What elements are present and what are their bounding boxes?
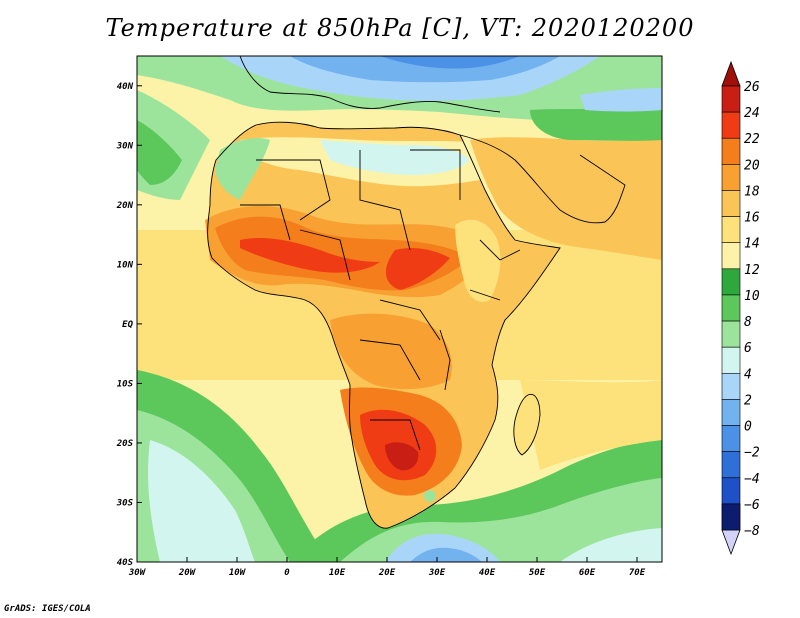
colorbar-swatch [721,137,741,165]
colorbar-label: 12 [744,263,760,278]
colorbar-swatch [721,85,741,113]
colorbar-label: 4 [744,367,752,382]
colorbar-label: 8 [744,315,752,330]
colorbar-top-arrow [721,60,741,87]
colorbar-label: 6 [744,341,752,356]
lat-tick-label: 40S [117,558,134,568]
lon-tick-label: 20E [378,568,396,578]
lat-tick-label: 30S [116,498,134,508]
page-title: Temperature at 850hPa [C], VT: 202012020… [105,14,695,42]
colorbar-label: 26 [744,80,760,95]
lon-tick-label: 30E [428,568,446,578]
colorbar-swatch [721,451,741,479]
colorbar-label: −8 [744,524,760,539]
coastlines-borders [207,56,626,529]
colorbar-label: −4 [744,472,760,487]
lon-tick-label: 20W [178,568,197,578]
lon-tick-label: 60E [579,568,596,578]
colorbar-swatch [721,425,741,452]
latitude-axis: 40N 30N 20N 10N EQ 10S 20S 30S 40S [116,82,142,568]
lat-tick-label: 20N [116,201,134,211]
map-frame [136,55,663,563]
lon-tick-label: 30W [128,568,147,578]
colorbar-label: 0 [744,420,752,435]
temperature-field [137,56,662,562]
colorbar-label: −6 [744,498,760,513]
lon-tick-label: 50E [529,568,546,578]
lon-tick-label: 40E [479,568,496,578]
lon-tick-label: 10E [329,568,346,578]
colorbar-swatch [721,294,741,322]
colorbar-swatch [721,477,741,505]
colorbar-swatch [721,216,741,244]
colorbar-label: 22 [744,132,760,147]
lat-tick-label: 40N [117,82,134,92]
colorbar-bottom-arrow [721,529,741,556]
colorbar-swatch [721,268,741,296]
colorbar-swatch [721,503,741,531]
lat-tick-label: 20S [116,439,134,449]
colorbar-swatch [721,242,741,270]
colorbar-label: 20 [744,158,760,173]
longitude-axis: 30W 20W 10W 0 10E 20E 30E 40E 50E 60E 70E [128,557,646,578]
colorbar-swatch [721,164,741,191]
colorbar-label: 2 [744,393,752,408]
lon-tick-label: 70E [629,568,646,578]
lat-tick-label: EQ [122,320,133,330]
lat-tick-label: 30N [116,141,134,151]
colorbar-swatch [721,372,741,400]
colorbar-label: −2 [744,446,760,461]
colorbar-swatch [721,320,741,348]
colorbar-swatch [721,190,741,217]
lon-tick-label: 0 [284,568,290,578]
credit-label: GrADS: IGES/COLA [4,604,91,614]
lat-tick-label: 10S [117,379,134,389]
colorbar-swatch [721,111,741,139]
colorbar-label: 14 [744,237,760,252]
lat-tick-label: 10N [117,260,134,270]
colorbar-swatch [721,399,741,426]
colorbar-label: 24 [744,106,760,121]
colorbar-label: 18 [744,184,760,199]
colorbar-swatch [721,346,741,374]
colorbar-label: 10 [744,289,760,304]
colorbar-label: 16 [744,211,760,226]
lon-tick-label: 10W [229,568,247,578]
